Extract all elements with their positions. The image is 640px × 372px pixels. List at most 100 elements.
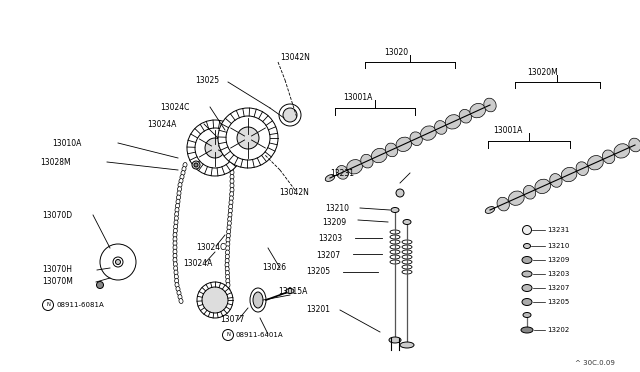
Ellipse shape: [400, 342, 414, 348]
Text: 13024A: 13024A: [147, 119, 177, 128]
Ellipse shape: [182, 167, 186, 171]
Text: 13231: 13231: [330, 169, 354, 177]
Ellipse shape: [460, 109, 472, 123]
Ellipse shape: [225, 270, 229, 276]
Text: 13015A: 13015A: [278, 288, 307, 296]
Ellipse shape: [228, 204, 233, 209]
Ellipse shape: [226, 282, 230, 288]
Ellipse shape: [497, 197, 509, 211]
Ellipse shape: [535, 179, 550, 193]
Ellipse shape: [180, 174, 184, 179]
Ellipse shape: [205, 138, 225, 158]
Ellipse shape: [228, 217, 232, 222]
Text: 13205: 13205: [306, 267, 330, 276]
Text: 13001A: 13001A: [343, 93, 372, 102]
Ellipse shape: [227, 229, 230, 234]
Ellipse shape: [385, 143, 397, 157]
Ellipse shape: [237, 127, 259, 149]
Ellipse shape: [286, 289, 294, 294]
Ellipse shape: [561, 167, 577, 182]
Text: 13202: 13202: [547, 327, 569, 333]
Ellipse shape: [173, 257, 177, 263]
Ellipse shape: [227, 233, 230, 238]
Ellipse shape: [226, 279, 230, 283]
Ellipse shape: [253, 292, 263, 308]
Ellipse shape: [173, 249, 177, 254]
Ellipse shape: [420, 126, 436, 140]
Text: 13042N: 13042N: [279, 187, 309, 196]
Ellipse shape: [522, 271, 532, 277]
Ellipse shape: [173, 245, 177, 250]
Ellipse shape: [202, 287, 228, 313]
Text: 13024A: 13024A: [183, 260, 212, 269]
Ellipse shape: [173, 228, 177, 233]
Ellipse shape: [396, 137, 412, 151]
Ellipse shape: [225, 254, 229, 259]
Ellipse shape: [229, 196, 234, 201]
Ellipse shape: [509, 191, 524, 205]
Text: 13201: 13201: [306, 305, 330, 314]
Ellipse shape: [178, 183, 182, 187]
Text: 13026: 13026: [262, 263, 286, 273]
Ellipse shape: [226, 242, 230, 247]
Text: 13024C: 13024C: [160, 103, 189, 112]
Ellipse shape: [174, 274, 179, 279]
Ellipse shape: [614, 144, 630, 158]
Ellipse shape: [173, 237, 177, 242]
Ellipse shape: [174, 270, 178, 275]
Ellipse shape: [183, 163, 187, 167]
Ellipse shape: [227, 225, 231, 230]
Ellipse shape: [178, 295, 182, 299]
Text: 13205: 13205: [547, 299, 569, 305]
Ellipse shape: [279, 104, 301, 126]
Text: 13070H: 13070H: [42, 266, 72, 275]
Ellipse shape: [588, 155, 604, 170]
Text: 13209: 13209: [322, 218, 346, 227]
Ellipse shape: [250, 288, 266, 312]
Ellipse shape: [177, 291, 181, 295]
Text: 13070M: 13070M: [42, 278, 73, 286]
Ellipse shape: [524, 185, 536, 199]
Ellipse shape: [283, 108, 297, 122]
Ellipse shape: [173, 262, 177, 267]
Ellipse shape: [576, 162, 588, 176]
Text: 13042N: 13042N: [280, 52, 310, 61]
Text: 13231: 13231: [547, 227, 570, 233]
Ellipse shape: [197, 282, 233, 318]
Ellipse shape: [550, 174, 562, 187]
Ellipse shape: [347, 160, 362, 174]
Ellipse shape: [226, 288, 230, 292]
Ellipse shape: [435, 121, 447, 134]
Text: 08911-6401A: 08911-6401A: [236, 332, 284, 338]
Ellipse shape: [485, 206, 495, 214]
Text: 13024C: 13024C: [196, 243, 225, 251]
Ellipse shape: [176, 286, 180, 292]
Ellipse shape: [389, 337, 401, 343]
Text: 13209: 13209: [547, 257, 570, 263]
Ellipse shape: [230, 183, 234, 188]
Ellipse shape: [176, 199, 180, 204]
Ellipse shape: [174, 216, 179, 221]
Ellipse shape: [522, 298, 532, 305]
Ellipse shape: [225, 263, 229, 267]
Ellipse shape: [523, 312, 531, 317]
Ellipse shape: [225, 275, 230, 279]
Ellipse shape: [179, 179, 183, 183]
Ellipse shape: [470, 103, 486, 118]
Text: ^ 30C.0.09: ^ 30C.0.09: [575, 360, 615, 366]
Text: 08911-6081A: 08911-6081A: [56, 302, 104, 308]
Text: 13207: 13207: [316, 250, 340, 260]
Text: 13203: 13203: [318, 234, 342, 243]
Text: 13203: 13203: [547, 271, 570, 277]
Ellipse shape: [361, 154, 373, 168]
Text: 13207: 13207: [547, 285, 570, 291]
Ellipse shape: [175, 203, 179, 208]
Ellipse shape: [391, 208, 399, 212]
Text: 13210: 13210: [325, 203, 349, 212]
Text: 13020M: 13020M: [527, 67, 558, 77]
Ellipse shape: [522, 225, 531, 234]
Ellipse shape: [173, 241, 177, 246]
Ellipse shape: [230, 166, 234, 170]
Ellipse shape: [218, 108, 278, 168]
Text: 13077: 13077: [220, 315, 244, 324]
